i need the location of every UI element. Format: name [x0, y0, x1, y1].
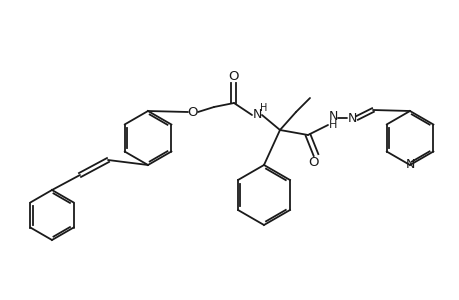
Text: O: O — [308, 155, 319, 169]
Text: H: H — [328, 120, 336, 130]
Text: N: N — [328, 110, 337, 122]
Text: N: N — [347, 112, 356, 124]
Text: O: O — [187, 106, 198, 118]
Text: O: O — [228, 70, 239, 83]
Text: N: N — [252, 109, 261, 122]
Text: H: H — [260, 103, 267, 113]
Text: N: N — [404, 158, 414, 172]
